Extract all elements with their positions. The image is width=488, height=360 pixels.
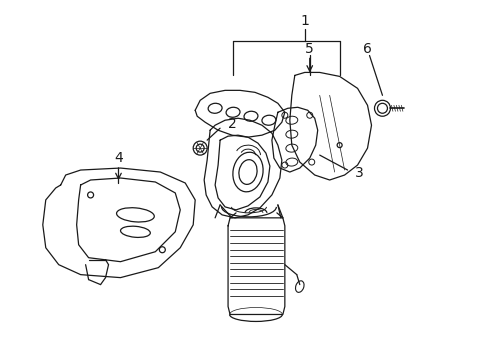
Text: 2: 2 [227,117,236,131]
Text: 3: 3 [354,166,363,180]
Text: 5: 5 [305,41,313,55]
Text: 6: 6 [363,41,371,55]
Text: 4: 4 [114,151,122,165]
Text: 1: 1 [300,14,308,28]
